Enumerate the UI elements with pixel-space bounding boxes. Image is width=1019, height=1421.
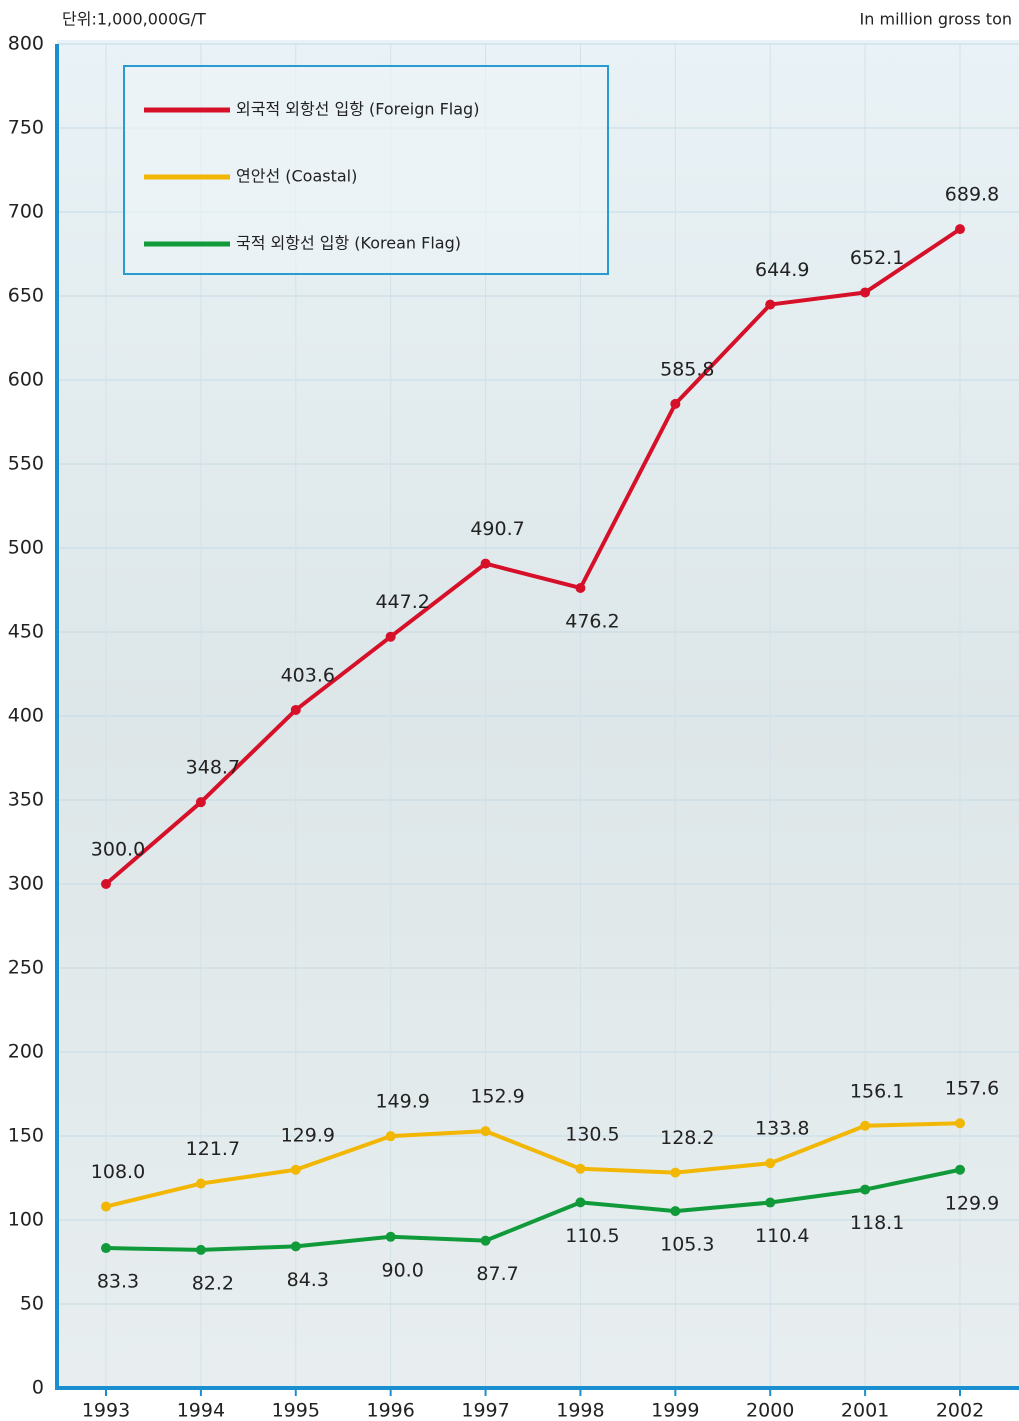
data-label: 90.0	[382, 1259, 424, 1281]
data-label: 110.4	[755, 1225, 809, 1247]
data-point	[291, 705, 301, 715]
data-label: 87.7	[476, 1263, 518, 1285]
data-label: 689.8	[945, 184, 999, 206]
data-point	[196, 1245, 206, 1255]
data-point	[670, 399, 680, 409]
y-tick-label: 500	[8, 537, 44, 559]
data-label: 644.9	[755, 259, 809, 281]
data-point	[860, 1185, 870, 1195]
data-point	[860, 1121, 870, 1131]
legend-label: 외국적 외항선 입항 (Foreign Flag)	[236, 100, 479, 119]
x-tick-label: 1994	[177, 1400, 225, 1421]
y-tick-label: 750	[8, 117, 44, 139]
y-tick-label: 150	[8, 1125, 44, 1147]
data-label: 121.7	[186, 1138, 240, 1160]
data-label: 157.6	[945, 1078, 999, 1100]
data-label: 128.2	[660, 1127, 714, 1149]
y-tick-label: 700	[8, 201, 44, 223]
x-tick-label: 2001	[841, 1400, 889, 1421]
data-point	[955, 1118, 965, 1128]
data-point	[196, 1179, 206, 1189]
data-label: 129.9	[281, 1124, 335, 1146]
data-point	[481, 559, 491, 569]
data-point	[101, 1202, 111, 1212]
y-tick-label: 200	[8, 1041, 44, 1063]
legend-label: 국적 외항선 입항 (Korean Flag)	[236, 234, 461, 253]
y-tick-label: 800	[8, 33, 44, 55]
x-tick-label: 1995	[272, 1400, 320, 1421]
data-label: 156.1	[850, 1080, 904, 1102]
data-point	[765, 1158, 775, 1168]
data-label: 133.8	[755, 1118, 809, 1140]
data-point	[101, 1243, 111, 1253]
data-point	[386, 1232, 396, 1242]
unit-label: 단위:1,000,000G/T	[62, 10, 206, 29]
data-point	[291, 1165, 301, 1175]
data-label: 652.1	[850, 247, 904, 269]
data-label: 83.3	[97, 1271, 139, 1293]
data-point	[765, 300, 775, 310]
y-tick-label: 100	[8, 1209, 44, 1231]
data-point	[481, 1236, 491, 1246]
unit-label-en: In million gross ton	[860, 10, 1012, 29]
x-tick-label: 1998	[556, 1400, 604, 1421]
x-tick-label: 1996	[366, 1400, 414, 1421]
y-tick-label: 650	[8, 285, 44, 307]
data-point	[955, 1165, 965, 1175]
data-point	[765, 1198, 775, 1208]
data-point	[955, 224, 965, 234]
x-tick-label: 2002	[936, 1400, 984, 1421]
y-tick-label: 550	[8, 453, 44, 475]
data-point	[386, 632, 396, 642]
data-label: 129.9	[945, 1192, 999, 1214]
y-tick-label: 350	[8, 789, 44, 811]
data-point	[670, 1168, 680, 1178]
data-label: 84.3	[287, 1269, 329, 1291]
data-point	[575, 1197, 585, 1207]
data-point	[670, 1206, 680, 1216]
data-label: 108.0	[91, 1161, 145, 1183]
data-point	[481, 1126, 491, 1136]
data-label: 82.2	[192, 1272, 234, 1294]
data-label: 149.9	[375, 1091, 429, 1113]
y-tick-label: 300	[8, 873, 44, 895]
data-point	[101, 879, 111, 889]
x-tick-label: 1993	[82, 1400, 130, 1421]
y-tick-label: 400	[8, 705, 44, 727]
chart: 단위:1,000,000G/T In million gross ton 0 50…	[0, 0, 1019, 1421]
y-tick-label: 0	[32, 1377, 44, 1399]
x-tick-label: 2000	[746, 1400, 794, 1421]
data-label: 152.9	[470, 1086, 524, 1108]
data-label: 105.3	[660, 1234, 714, 1256]
data-point	[860, 287, 870, 297]
data-label: 110.5	[565, 1225, 619, 1247]
x-tick-label: 1997	[461, 1400, 509, 1421]
data-point	[386, 1131, 396, 1141]
data-label: 130.5	[565, 1123, 619, 1145]
y-tick-label: 450	[8, 621, 44, 643]
data-point	[575, 583, 585, 593]
y-tick-label: 250	[8, 957, 44, 979]
x-tick-label: 1999	[651, 1400, 699, 1421]
data-point	[291, 1241, 301, 1251]
y-tick-label: 600	[8, 369, 44, 391]
data-label: 447.2	[375, 591, 429, 613]
data-label: 403.6	[281, 664, 335, 686]
data-label: 300.0	[91, 839, 145, 861]
data-label: 118.1	[850, 1212, 904, 1234]
data-point	[196, 797, 206, 807]
data-label: 490.7	[470, 518, 524, 540]
legend-label: 연안선 (Coastal)	[236, 167, 357, 186]
data-point	[575, 1164, 585, 1174]
y-tick-label: 50	[20, 1293, 44, 1315]
data-label: 476.2	[565, 610, 619, 632]
data-label: 585.8	[660, 358, 714, 380]
data-label: 348.7	[186, 757, 240, 779]
